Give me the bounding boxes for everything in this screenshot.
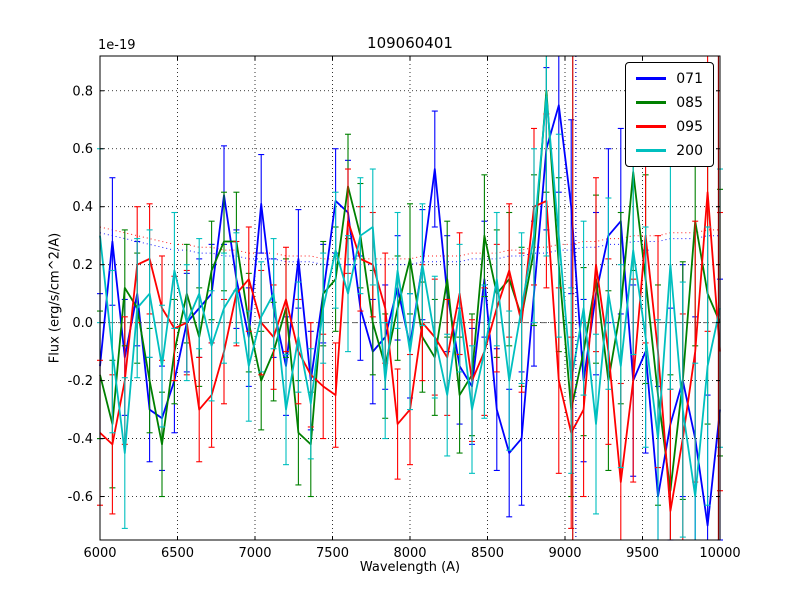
x-tick-label: 6000: [83, 546, 116, 561]
legend-label: 085: [676, 94, 703, 111]
legend-label: 200: [676, 142, 703, 159]
chart-title: 109060401: [367, 34, 453, 52]
legend-label: 071: [676, 70, 703, 87]
x-tick-label: 7000: [238, 546, 271, 561]
y-axis-label: Flux (erg/s/cm^2/A): [47, 232, 63, 364]
legend-label: 095: [676, 118, 703, 135]
y-tick-label: -0.4: [68, 432, 93, 447]
tick-marks: [99, 56, 721, 540]
x-tick-label: 9500: [626, 546, 659, 561]
x-tick-label: 8500: [471, 546, 504, 561]
y-tick-label: -0.6: [68, 490, 93, 505]
series-line-200: [99, 95, 721, 498]
x-axis-label: Wavelength (A): [359, 560, 461, 575]
x-tick-label: 8000: [393, 546, 426, 561]
x-tick-label: 10000: [699, 546, 740, 561]
x-tick-label: 6500: [161, 546, 194, 561]
y-tick-label: -0.2: [68, 374, 93, 389]
y-offset-label: 1e-19: [98, 38, 136, 53]
legend-entry-071: 071: [636, 70, 703, 87]
legend-line-sample: [636, 149, 667, 152]
x-tick-label: 9000: [548, 546, 581, 561]
y-tick-label: 0.2: [72, 258, 93, 273]
legend: 071 085 095 200: [625, 62, 714, 167]
y-tick-label: 0.6: [72, 142, 93, 157]
legend-line-sample: [636, 125, 667, 128]
legend-entry-095: 095: [636, 118, 703, 135]
y-tick-label: 0.8: [72, 84, 93, 99]
legend-entry-200: 200: [636, 142, 703, 159]
legend-line-sample: [636, 101, 667, 104]
x-tick-label: 7500: [316, 546, 349, 561]
legend-line-sample: [636, 77, 667, 80]
y-tick-label: 0.0: [72, 316, 93, 331]
y-tick-label: 0.4: [72, 200, 93, 215]
legend-entry-085: 085: [636, 94, 703, 111]
